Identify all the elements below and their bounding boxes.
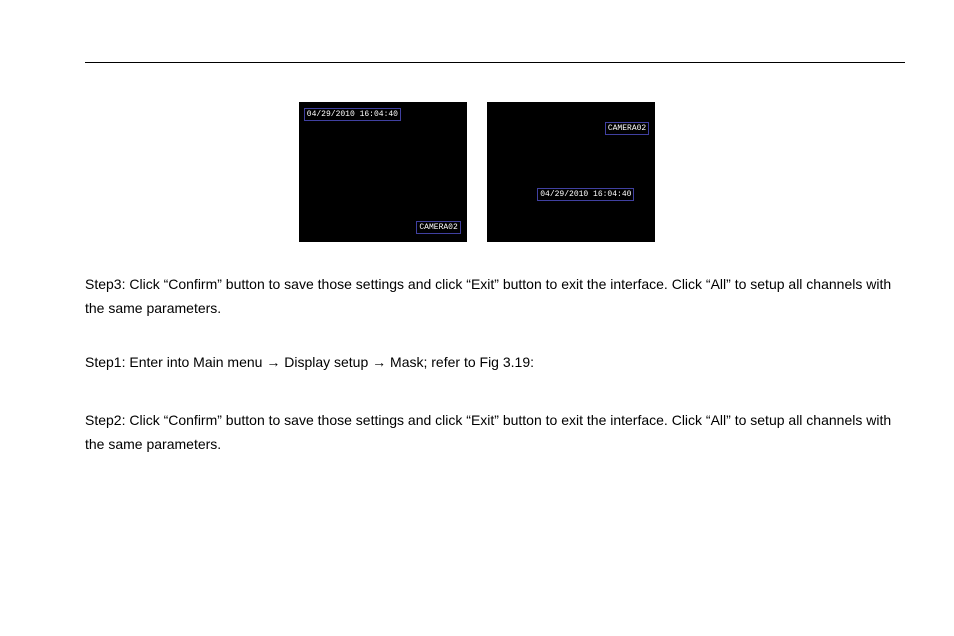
step3-text: Step3: Click “Confirm” button to save th… bbox=[85, 276, 891, 316]
osd-camera-label: CAMERA02 bbox=[416, 221, 460, 234]
step1-pre: Step1: Enter into Main menu bbox=[85, 354, 266, 370]
osd-timestamp: 04/29/2010 16:04:40 bbox=[537, 188, 634, 201]
paragraph-step3: Step3: Click “Confirm” button to save th… bbox=[85, 272, 905, 320]
osd-camera-label: CAMERA02 bbox=[605, 122, 649, 135]
step1-post: Mask; refer to Fig 3.19: bbox=[386, 354, 534, 370]
paragraph-step1: Step1: Enter into Main menu → Display se… bbox=[85, 350, 905, 374]
arrow-icon: → bbox=[372, 354, 386, 370]
screen-preview-2: CAMERA02 04/29/2010 16:04:40 bbox=[487, 102, 655, 242]
osd-timestamp: 04/29/2010 16:04:40 bbox=[304, 108, 401, 121]
step2-text: Step2: Click “Confirm” button to save th… bbox=[85, 412, 891, 452]
paragraph-step2: Step2: Click “Confirm” button to save th… bbox=[85, 408, 905, 456]
screenshot-row: 04/29/2010 16:04:40 CAMERA02 CAMERA02 04… bbox=[0, 102, 954, 242]
horizontal-rule bbox=[85, 62, 905, 63]
screen-preview-1: 04/29/2010 16:04:40 CAMERA02 bbox=[299, 102, 467, 242]
step1-mid: Display setup bbox=[280, 354, 372, 370]
arrow-icon: → bbox=[266, 354, 280, 370]
